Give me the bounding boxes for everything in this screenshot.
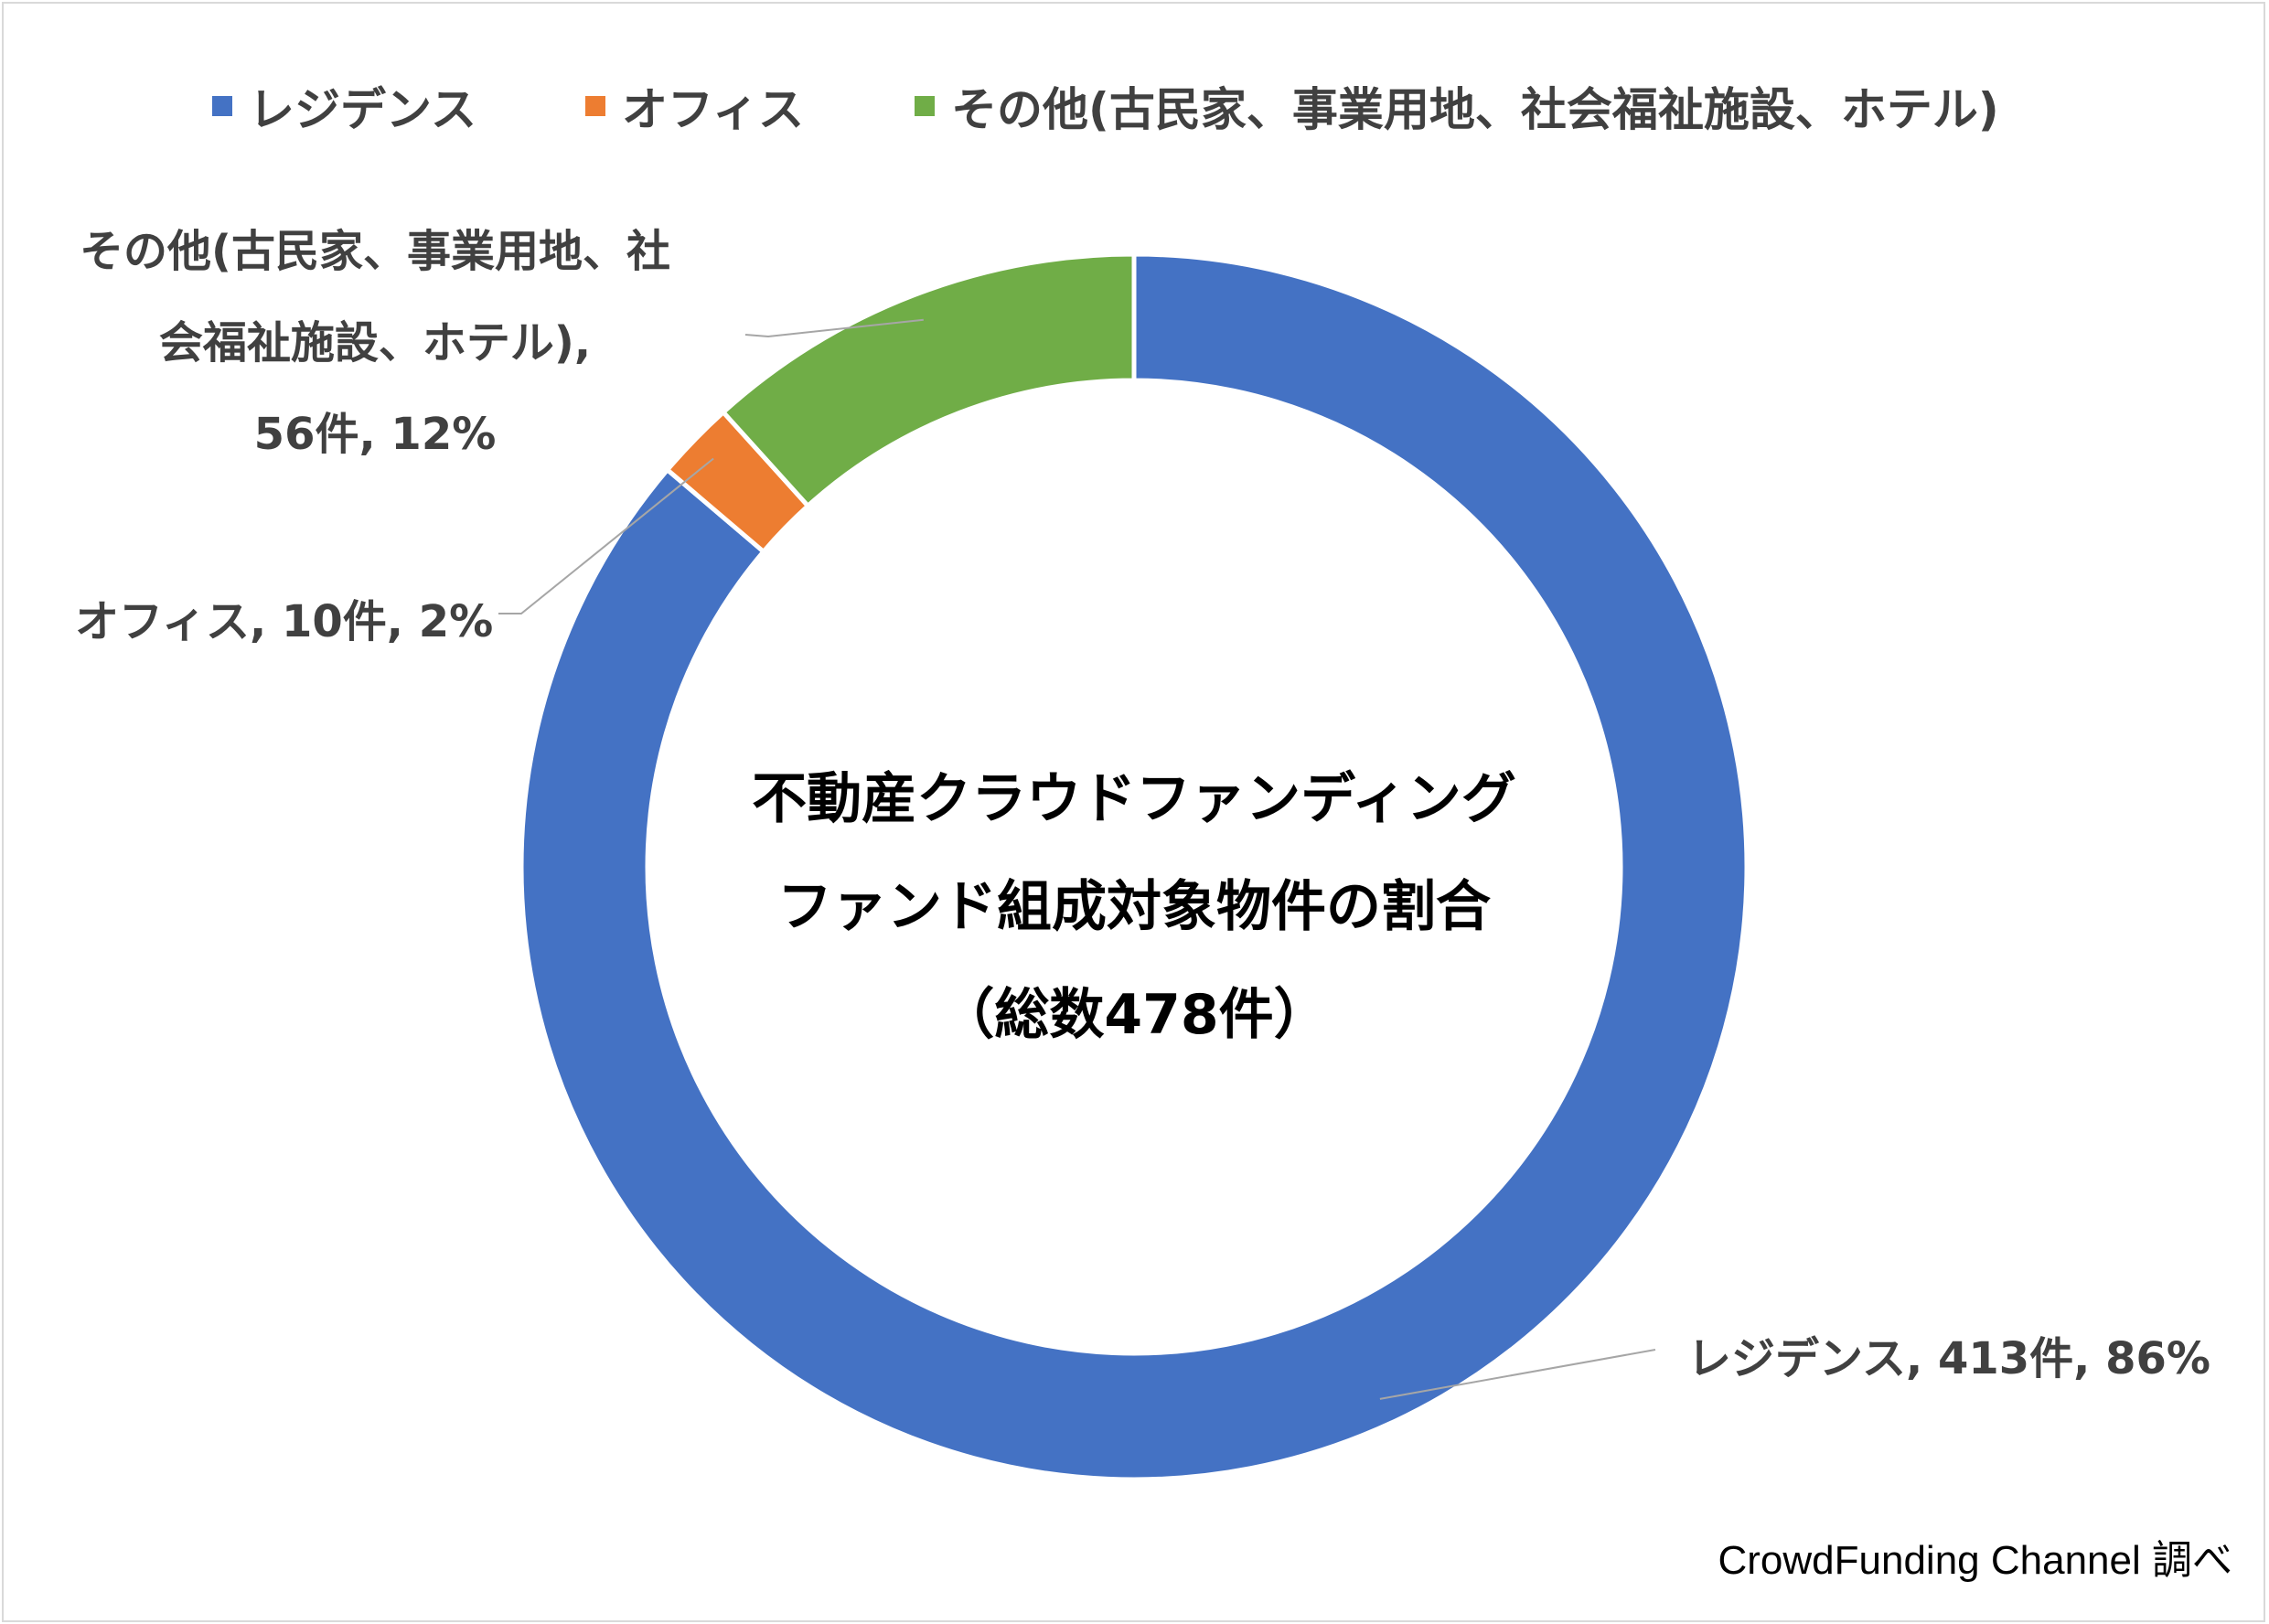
data-label-other-line-3: 56件, 12% [253,409,497,460]
source-note: CrowdFunding Channel 調べ [1718,1538,2232,1583]
donut-slice-other [720,251,1137,509]
data-label-residence: レジデンス, 413件, 86% [1687,1333,2211,1384]
center-title-line-2: ファンド組成対象物件の割合 [777,875,1491,939]
donut-slice-residence [519,251,1750,1482]
leader-line-residence [1379,1349,1656,1400]
center-title: 不動産クラウドファンディング ファンド組成対象物件の割合 （総数478件） [677,745,1591,1069]
leader-line-other [744,318,924,338]
legend-item-other: その他(古民家、事業用地、社会福祉施設、ホテル) [915,79,1999,136]
legend-item-office: オフィス [585,79,804,136]
legend-swatch-office [585,96,605,116]
legend-label-office: オフィス [622,83,804,136]
legend-item-residence: レジデンス [212,79,476,136]
legend: レジデンス オフィス その他(古民家、事業用地、社会福祉施設、ホテル) [0,79,2269,136]
legend-swatch-residence [212,96,232,116]
data-label-other-line-2: 会福祉施設、ホテル), [158,317,592,369]
data-label-other-line-1: その他(古民家、事業用地、社 [80,226,670,277]
data-label-office: オフィス, 10件, 2% [75,596,494,647]
legend-label-other: その他(古民家、事業用地、社会福祉施設、ホテル) [951,83,1999,136]
legend-swatch-other [915,96,935,116]
data-label-other: その他(古民家、事業用地、社 会福祉施設、ホテル), 56件, 12% [27,206,722,480]
legend-label-residence: レジデンス [249,83,476,136]
center-title-line-1: 不動産クラウドファンディング [752,767,1516,831]
center-title-line-3: （総数478件） [939,983,1329,1047]
leader-line-office [498,457,714,614]
